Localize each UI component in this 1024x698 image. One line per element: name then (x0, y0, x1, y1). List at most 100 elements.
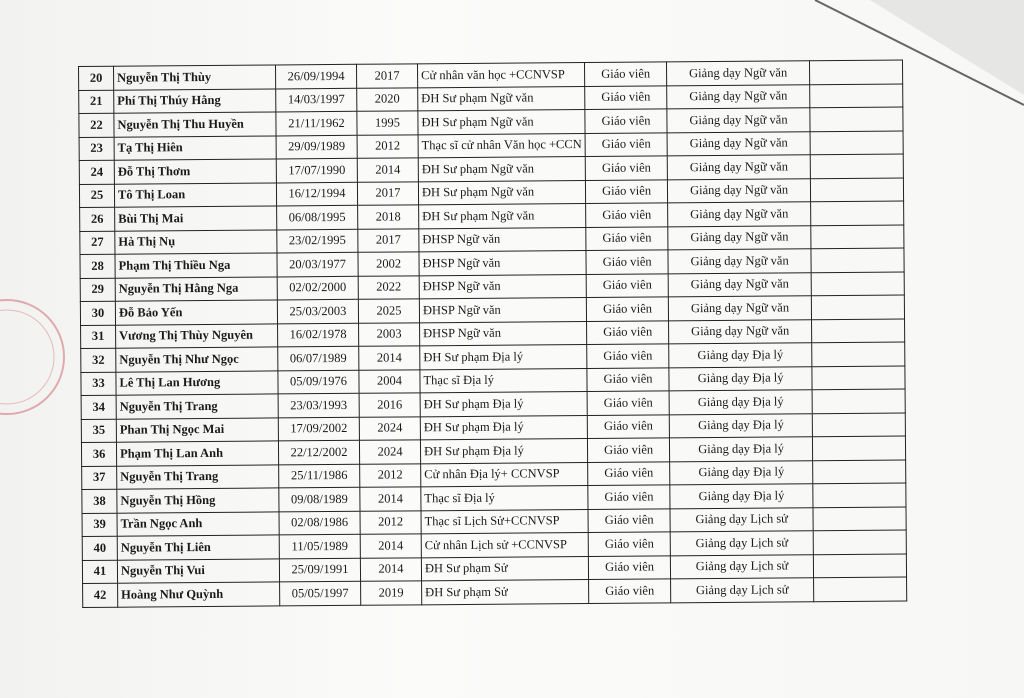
cell-dob: 11/05/1989 (279, 534, 361, 559)
cell-name: Tạ Thị Hiên (114, 135, 277, 161)
cell-year: 2012 (359, 463, 421, 488)
cell-stt: 21 (78, 89, 114, 114)
cell-note (811, 271, 905, 296)
cell-qualification: ĐHSP Ngữ văn (418, 227, 587, 252)
cell-note (811, 365, 906, 390)
cell-name: Lê Thị Lan Hương (115, 370, 279, 396)
cell-name: Nguyễn Thị Hằng Nga (115, 276, 278, 302)
cell-task: Giảng dạy Địa lý (669, 436, 813, 462)
cell-name: Phan Thị Ngọc Mai (116, 417, 279, 443)
cell-name: Tô Thị Loan (114, 182, 277, 208)
cell-role: Giáo viên (586, 249, 669, 275)
cell-dob: 05/09/1976 (277, 369, 360, 394)
cell-task: Giảng dạy Địa lý (668, 366, 813, 391)
cell-note (812, 389, 906, 414)
cell-year: 2012 (360, 510, 422, 535)
cell-qualification: ĐH Sư phạm Địa lý (420, 415, 588, 440)
cell-dob: 09/08/1989 (278, 487, 361, 512)
cell-dob: 22/12/2002 (278, 440, 360, 465)
page-corner-fold (870, 0, 1024, 95)
cell-note (811, 318, 905, 343)
cell-task: Giảng dạy Ngữ văn (668, 272, 812, 297)
cell-note (812, 436, 906, 461)
cell-name: Bùi Thị Mai (114, 205, 277, 231)
cell-task: Giảng dạy Ngữ văn (666, 107, 811, 133)
cell-stt: 20 (78, 66, 114, 90)
cell-dob: 14/03/1997 (275, 87, 357, 112)
cell-qualification: Cử nhân Lịch sử +CCNVSP (421, 532, 589, 558)
page-edge-line (814, 0, 1024, 106)
cell-role: Giáo viên (585, 179, 668, 204)
cell-task: Giảng dạy Địa lý (669, 413, 813, 438)
cell-dob: 25/03/2003 (277, 299, 359, 324)
cell-role: Giáo viên (587, 461, 670, 486)
cell-note (812, 483, 907, 508)
cell-task: Giảng dạy Ngữ văn (667, 154, 811, 180)
cell-dob: 29/09/1989 (276, 134, 358, 159)
cell-task: Giảng dạy Lịch sử (670, 530, 814, 556)
cell-year: 2003 (358, 322, 420, 347)
cell-qualification: ĐHSP Ngữ văn (419, 321, 587, 346)
cell-dob: 16/02/1978 (277, 322, 359, 347)
cell-note (810, 154, 904, 179)
cell-name: Nguyễn Thị Trang (116, 464, 279, 490)
cell-year: 2017 (356, 63, 418, 88)
cell-task: Giảng dạy Ngữ văn (667, 178, 811, 203)
cell-task: Giảng dạy Ngữ văn (667, 201, 811, 227)
cell-role: Giáo viên (586, 367, 670, 392)
cell-dob: 02/08/1986 (279, 510, 361, 535)
cell-note (812, 412, 906, 437)
cell-dob: 21/11/1962 (275, 111, 358, 136)
cell-stt: 33 (80, 371, 117, 396)
cell-name: Hà Thị Nụ (114, 229, 277, 255)
cell-name: Nguyễn Thị Vui (117, 558, 280, 584)
cell-role: Giáo viên (585, 202, 668, 228)
cell-task: Giảng dạy Lịch sử (670, 554, 814, 579)
cell-task: Giảng dạy Ngữ văn (668, 295, 812, 321)
cell-dob: 02/02/2000 (277, 275, 359, 300)
cell-qualification: Thạc sĩ Lịch Sử+CCNVSP (421, 509, 589, 534)
cell-stt: 37 (81, 465, 117, 490)
cell-role: Giáo viên (584, 85, 667, 110)
cell-stt: 23 (79, 136, 115, 161)
cell-task: Giảng dạy Ngữ văn (668, 248, 812, 274)
cell-task: Giảng dạy Lịch sử (670, 507, 814, 532)
cell-qualification: ĐHSP Ngữ văn (419, 297, 587, 323)
cell-stt: 29 (80, 277, 116, 302)
cell-dob: 16/12/1994 (276, 181, 358, 206)
cell-qualification: Thạc sĩ Địa lý (420, 485, 589, 511)
cell-stt: 28 (79, 254, 116, 278)
cell-dob: 23/03/1993 (278, 393, 360, 418)
cell-role: Giáo viên (588, 578, 671, 604)
cell-role: Giáo viên (585, 155, 668, 181)
cell-stt: 39 (82, 512, 118, 537)
cell-name: Nguyễn Thị Hồng (116, 487, 280, 513)
cell-year: 2024 (359, 416, 421, 441)
cell-qualification: ĐH Sư phạm Địa lý (419, 344, 587, 370)
cell-note (809, 107, 904, 132)
cell-dob: 26/09/1994 (275, 64, 357, 89)
cell-year: 2014 (360, 533, 422, 558)
cell-stt: 41 (82, 559, 118, 584)
cell-note (813, 530, 907, 555)
cell-year: 1995 (356, 110, 419, 135)
cell-dob: 23/02/1995 (276, 228, 358, 253)
cell-role: Giáo viên (587, 414, 670, 439)
staff-table: 20 Nguyễn Thị Thùy 26/09/1994 2017 Cử nhân v… (78, 59, 908, 608)
cell-role: Giáo viên (585, 132, 668, 157)
cell-year: 2018 (357, 204, 419, 229)
cell-task: Giảng dạy Ngữ văn (667, 131, 811, 156)
cell-task: Giảng dạy Lịch sử (670, 577, 814, 603)
cell-role: Giáo viên (587, 484, 671, 510)
cell-dob: 05/05/1997 (279, 581, 361, 606)
cell-qualification: ĐHSP Ngữ văn (418, 250, 587, 276)
cell-stt: 35 (81, 418, 117, 443)
cell-stt: 36 (81, 442, 117, 466)
cell-name: Đỗ Thị Thơm (114, 158, 277, 184)
cell-note (810, 224, 905, 249)
cell-role: Giáo viên (584, 108, 668, 134)
cell-role: Giáo viên (588, 555, 671, 580)
cell-note (813, 506, 907, 531)
cell-stt: 27 (79, 230, 115, 255)
cell-year: 2004 (358, 369, 421, 394)
